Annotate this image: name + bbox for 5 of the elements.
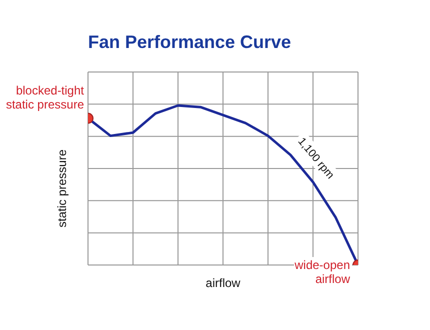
- text: blocked-tight static pressure: [6, 83, 85, 112]
- x-axis-title: airflow: [206, 276, 241, 290]
- chart-title: Fan Performance Curve: [88, 32, 292, 52]
- annotation: wide-open airflow: [294, 258, 350, 286]
- y-axis-title: static pressure: [55, 149, 69, 228]
